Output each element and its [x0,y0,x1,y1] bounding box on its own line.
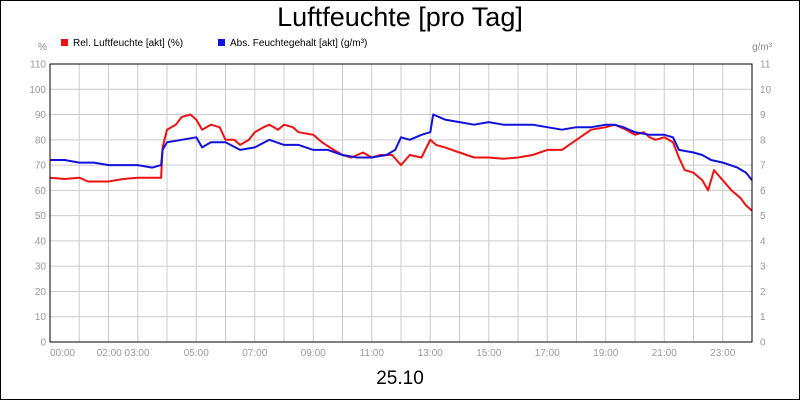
date-label: 25.10 [376,368,424,389]
legend-swatch-blue [218,38,225,46]
y-left-tick-label: 10 [35,312,47,323]
y-left-tick-label: 40 [35,236,47,247]
legend-label-abs-humidity: Abs. Feuchtegehalt [akt] (g/m³) [230,38,368,49]
y-right-tick-label: 0 [760,338,766,349]
y-left-tick-label: 20 [35,287,47,298]
y-left-tick-label: 100 [29,85,46,96]
y-right-tick-label: 7 [760,161,766,172]
legend-item-rel-humidity: Rel. Luftfeuchte [akt] (%) [61,38,183,49]
y-left-tick-label: 0 [40,338,46,349]
right-axis-unit: g/m³ [752,42,772,53]
y-right-tick-label: 1 [760,312,766,323]
x-tick-label: 13:00 [418,348,443,359]
legend-item-abs-humidity: Abs. Feuchtegehalt [akt] (g/m³) [218,38,367,49]
chart-title: Luftfeuchte [pro Tag] [277,2,523,32]
x-tick-label: 07:00 [242,348,267,359]
x-tick-label: 21:00 [652,348,677,359]
x-tick-label: 00:00 [50,348,75,359]
series-line-abs-humidity [50,113,753,181]
y-left-tick-label: 60 [35,186,47,197]
x-tick-label: 19:00 [593,348,618,359]
y-left-tick-label: 80 [35,135,47,146]
x-tick-label: 15:00 [476,348,501,359]
series-lines [49,113,753,212]
x-tick-label: 17:00 [535,348,560,359]
y-right-tick-label: 10 [760,85,772,96]
legend-swatch-red [61,38,68,46]
y-left-tick-label: 110 [30,60,46,71]
y-right-tick-label: 11 [760,60,771,71]
y-right-tick-label: 2 [760,287,766,298]
legend-label-rel-humidity: Rel. Luftfeuchte [akt] (%) [73,38,184,49]
y-right-tick-label: 8 [760,135,766,146]
y-right-tick-label: 5 [760,211,766,222]
x-tick-label: 09:00 [301,348,326,359]
y-right-tick-label: 4 [760,236,766,247]
y-left-tick-label: 30 [35,262,47,273]
y-right-tick-label: 9 [760,110,766,121]
series-line-rel-humidity [49,113,753,212]
y-left-tick-label: 50 [35,211,47,222]
y-left-tick-label: 70 [35,161,47,172]
grid [50,63,752,343]
y-left-tick-label: 90 [35,110,47,121]
y-right-tick-label: 6 [760,186,766,197]
x-tick-label: 23:00 [710,348,735,359]
x-tick-label: 02:00 03:00 [97,348,150,359]
tick-labels: 0 0 10 1 20 2 30 3 40 4 50 5 60 6 70 7 80 8 90 9 100 10 110 11 0… [29,60,771,360]
x-tick-label: 11:00 [360,348,385,359]
x-tick-label: 05:00 [184,348,209,359]
plot-border [49,63,753,343]
left-axis-unit: % [38,42,47,53]
y-right-tick-label: 3 [760,262,766,273]
